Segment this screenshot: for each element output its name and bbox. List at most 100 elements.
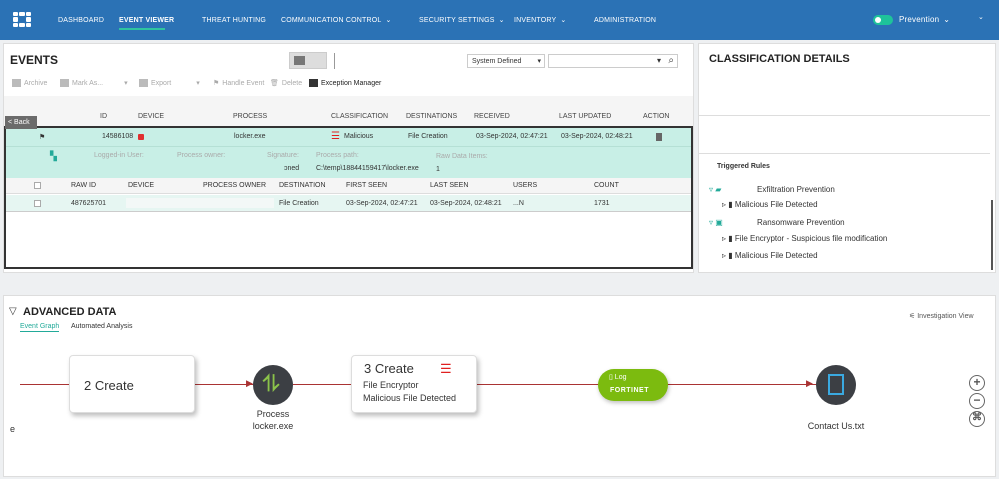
nav-security-settings[interactable]: SECURITY SETTINGS [419,17,495,24]
label: Mark As... [72,79,104,87]
col-id[interactable]: ID [100,113,107,120]
count: 1731 [594,200,610,207]
exception-manager-button[interactable]: Exception Manager [309,79,381,87]
col-classification[interactable]: CLASSIFICATION [331,113,389,120]
col-received[interactable]: RECEIVED [474,113,510,120]
action-icon[interactable] [656,133,662,141]
classification-panel [698,43,996,273]
nav-inventory[interactable]: INVENTORY [514,17,557,24]
export-button[interactable]: Export ▾ [139,79,200,87]
search-icon[interactable]: ⌕ [668,55,674,66]
col-process[interactable]: PROCESS [233,113,268,120]
triggered-rules-label: Triggered Rules [717,163,770,170]
investigation-view-button[interactable]: ⚟ Investigation View [909,312,974,320]
logged-in-user-label: Logged-in User: [94,152,144,159]
last-updated: 03-Sep-2024, 02:48:21 [561,133,633,140]
prevention-toggle[interactable] [873,15,893,25]
process: locker.exe [234,133,266,140]
classification-title: CLASSIFICATION DETAILS [709,53,850,65]
collapse-icon[interactable]: ▽ [9,306,17,317]
mode-selector[interactable]: Prevention [899,15,940,24]
col-last-seen[interactable]: LAST SEEN [430,182,469,189]
tab-automated-analysis[interactable]: Automated Analysis [71,323,133,330]
chevron-down-icon: ⌄ [560,17,567,24]
col-count[interactable]: COUNT [594,182,619,189]
col-device[interactable]: DEVICE [128,182,155,189]
col-raw-id[interactable]: RAW ID [71,182,97,189]
view-toggle[interactable] [289,52,327,69]
rule-child[interactable]: ▹ ▮ File Encryptor - Suspicious file mod… [722,234,888,243]
col-last-updated[interactable]: LAST UPDATED [559,113,612,120]
label: Archive [24,79,48,87]
mode-selector-group[interactable]: Prevention ⌄ [899,15,950,24]
filter-select[interactable]: System Defined ▾ [467,54,545,68]
tab-event-graph[interactable]: Event Graph [20,323,60,332]
delete-button[interactable]: 🗑 Delete [270,79,302,88]
zoom-in-button[interactable]: + [969,375,985,391]
nav-inventory-group[interactable]: INVENTORY ⌄ [514,16,566,25]
left-node-label: e [10,424,16,434]
nav-communication-control[interactable]: COMMUNICATION CONTROL [281,17,382,24]
device-redacted [126,198,274,208]
graph-node-create-2[interactable]: 2 Create [69,355,195,413]
rule-child[interactable]: ▹ ▮ Malicious File Detected [722,251,818,260]
handle-event-button[interactable]: ⚑ Handle Event [213,79,264,88]
caret-icon: ▾ [656,56,661,65]
event-row[interactable]: ⚑ 14586108 locker.exe ☰ Malicious File C… [6,128,691,147]
monitor-icon [294,56,305,65]
divider [334,53,335,69]
received: 03-Sep-2024, 02:47:21 [476,133,548,140]
label: Investigation View [917,313,974,320]
col-destinations[interactable]: DESTINATIONS [406,113,458,120]
nav-dashboard[interactable]: DASHBOARD [58,17,105,24]
file-name: Contact Us.txt [807,421,865,431]
col-users[interactable]: USERS [513,182,538,189]
nav-security-settings-group[interactable]: SECURITY SETTINGS ⌄ [419,16,505,25]
graph-node-create-3[interactable]: 3 Create ☰ File Encryptor Malicious File… [351,355,477,413]
arrow-icon: ▶ [246,378,253,388]
scrollbar[interactable] [991,200,993,270]
log-node[interactable]: ▯ Log FORTINET [598,369,668,401]
fit-to-screen-button[interactable]: ⌘ [969,411,985,427]
graph-edge [667,384,817,385]
process-arrows-icon: ⥮ [263,371,279,396]
graph-edge [476,384,600,385]
raw-row[interactable]: 487625701 File Creation 03-Sep-2024, 02:… [6,195,691,212]
process-name: locker.exe [252,421,294,431]
process-owner-label: Process owner: [177,152,226,159]
file-node-icon[interactable] [816,365,856,405]
col-device[interactable]: DEVICE [138,113,165,120]
zoom-out-button[interactable]: − [969,393,985,409]
col-first-seen[interactable]: FIRST SEEN [346,182,388,189]
device-status-icon [138,134,144,140]
back-button[interactable]: < Back [5,116,37,129]
rule-ransomware[interactable]: Ransomware Prevention [757,218,845,227]
raw-data-items-label: Raw Data Items: [436,153,488,160]
row-checkbox[interactable] [34,200,41,207]
nav-administration[interactable]: ADMINISTRATION [594,17,657,24]
rule-child-label: Malicious File Detected [734,200,818,209]
events-table: ⚑ 14586108 locker.exe ☰ Malicious File C… [4,126,693,269]
select-all-checkbox[interactable] [34,182,41,189]
archive-button[interactable]: Archive [12,79,47,87]
chevron-down-icon: ⌄ [498,17,505,24]
nav-threat-hunting[interactable]: THREAT HUNTING [202,17,266,24]
rule-child-label: File Encryptor - Suspicious file modific… [734,234,888,243]
users: ...N [513,200,524,207]
col-destination[interactable]: DESTINATION [279,182,326,189]
rule-exfiltration[interactable]: Exfiltration Prevention [757,185,835,194]
fortinet-logo-icon[interactable] [13,12,31,27]
process-node-icon[interactable]: ⥮ [253,365,293,405]
log-label: ▯ Log [609,374,627,381]
search-input[interactable]: ▾ ⌕ [548,54,678,68]
rule-child[interactable]: ▹ ▮ Malicious File Detected [722,200,818,209]
event-id: 14586108 [102,133,134,140]
add-exception-icon[interactable]: ▚ [50,151,57,161]
nav-communication-control-group[interactable]: COMMUNICATION CONTROL ⌄ [281,16,392,25]
user-menu-chevron-icon[interactable]: ⌄ [978,14,985,21]
col-process-owner[interactable]: PROCESS OWNER [203,182,267,189]
flag-icon[interactable]: ⚑ [39,134,46,141]
nav-event-viewer[interactable]: EVENT VIEWER [119,17,175,24]
col-action[interactable]: ACTION [643,113,670,120]
mark-as-button[interactable]: Mark As... ▾ [60,79,128,87]
